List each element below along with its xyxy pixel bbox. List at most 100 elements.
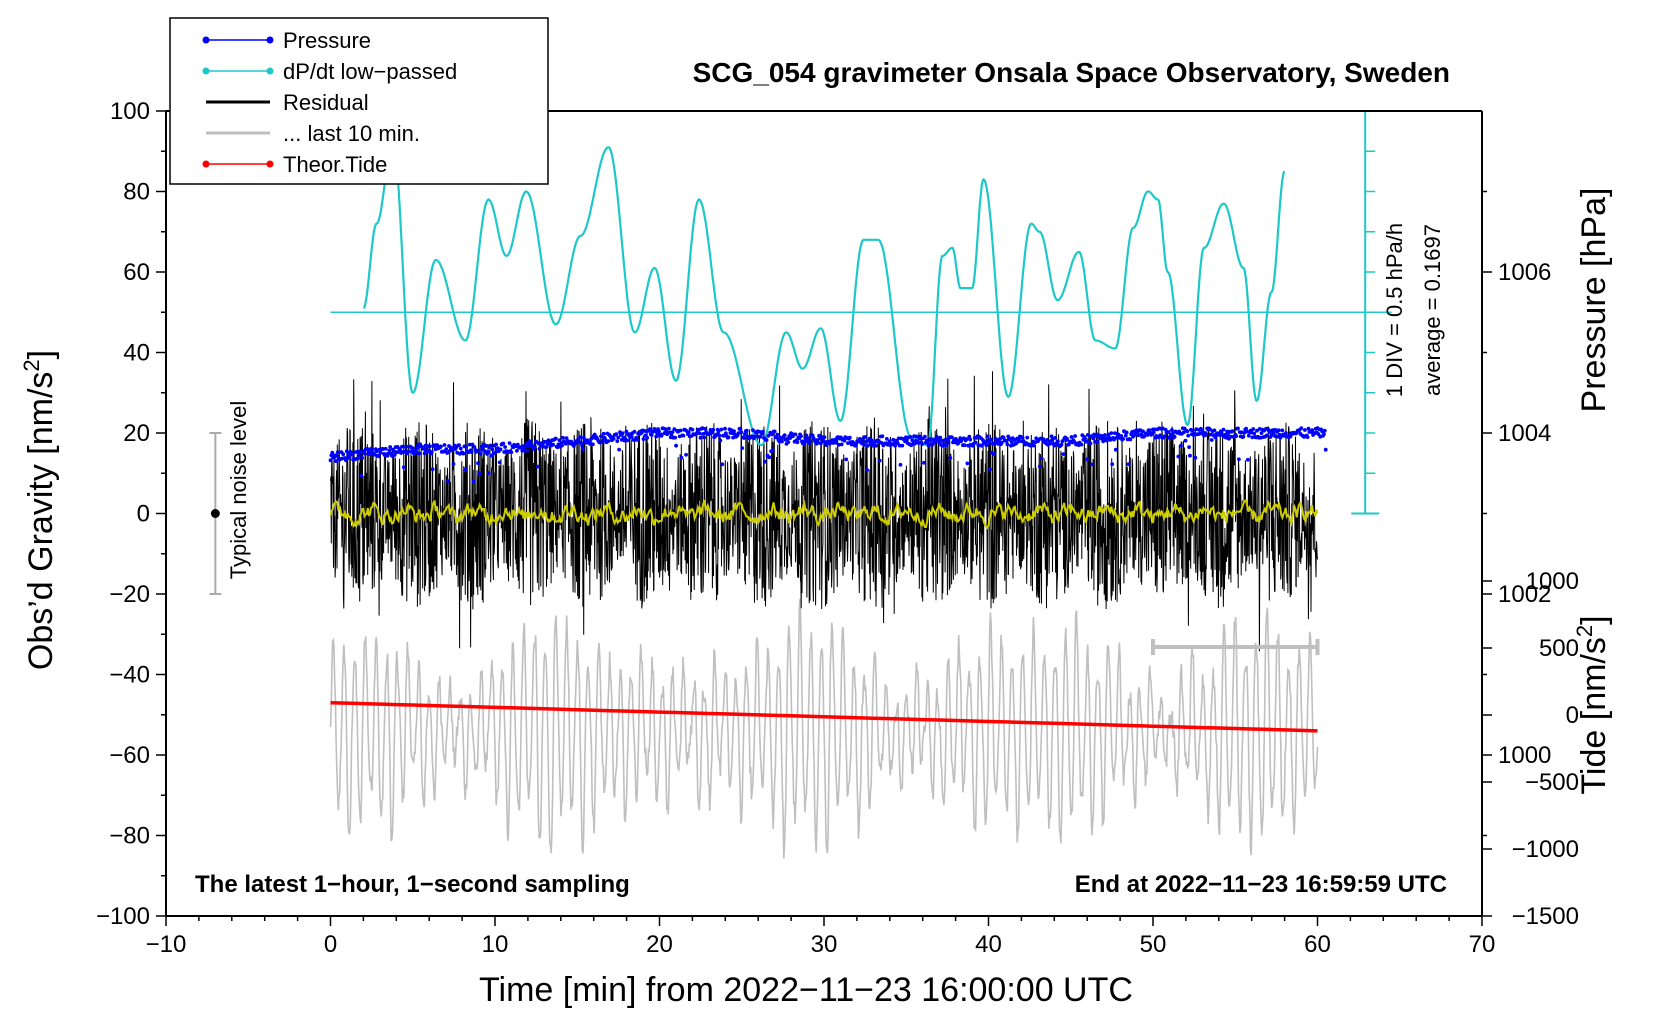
pressure-point [723, 426, 727, 431]
noise-center-dot [210, 509, 220, 518]
pressure-point [370, 446, 374, 451]
pressure-point [985, 434, 990, 439]
pressure-point [1186, 433, 1191, 438]
pressure-point [624, 429, 629, 434]
pressure-point [417, 451, 422, 456]
pressure-point [581, 447, 585, 452]
legend-label: ... last 10 min. [283, 121, 420, 146]
pressure-point [521, 444, 526, 449]
pressure-point [451, 462, 456, 466]
pressure-point [439, 444, 443, 449]
pressure-point [965, 461, 970, 466]
pressure-point [1059, 442, 1064, 447]
pressure-point [1039, 456, 1044, 461]
tide-tick-label: −1000 [1512, 836, 1579, 863]
pressure-point [1065, 436, 1069, 441]
pressure-point [578, 435, 583, 439]
pressure-point [533, 444, 537, 449]
pressure-point [632, 429, 637, 434]
pressure-point [923, 434, 927, 439]
pressure-point [999, 440, 1004, 445]
pressure-point [388, 445, 393, 449]
pressure-point [1303, 428, 1307, 432]
pressure-point [877, 458, 882, 463]
pressure-point [1170, 431, 1175, 436]
pressure-point [922, 460, 926, 465]
pressure-point [1112, 437, 1116, 442]
pressure-point [732, 429, 736, 433]
pressure-point [984, 443, 989, 448]
pressure-point [834, 440, 839, 445]
pressure-point [478, 452, 483, 456]
pressure-point [1306, 426, 1311, 431]
legend-swatch-marker [202, 36, 210, 44]
pressure-point [862, 442, 867, 447]
pressure-point [962, 443, 967, 448]
pressure-point [606, 439, 611, 443]
pressure-point [679, 455, 684, 460]
pressure-point [711, 427, 716, 432]
pressure-point [1230, 429, 1235, 433]
pressure-point [742, 436, 746, 440]
pressure-point [616, 435, 621, 440]
pressure-point [1199, 426, 1203, 431]
pressure-point [446, 479, 450, 484]
pressure-point [537, 446, 542, 451]
pressure-point [472, 445, 477, 449]
pressure-point [529, 442, 534, 446]
pressure-point [648, 427, 652, 432]
pressure-point [645, 435, 650, 440]
pressure-point [445, 451, 450, 455]
pressure-point [1073, 434, 1077, 438]
pressure-point [743, 432, 747, 436]
y-axis-title-tide-text: Tide [nm/s [1575, 637, 1613, 794]
pressure-point [720, 462, 725, 467]
pressure-point [948, 456, 953, 460]
pressure-point [544, 445, 549, 449]
pressure-point [667, 426, 671, 431]
residual-smoothed-trace [329, 499, 1319, 530]
pressure-point [560, 443, 564, 448]
pressure-point [557, 438, 562, 443]
pressure-point [649, 433, 654, 437]
pressure-point [1061, 452, 1066, 456]
pressure-point [925, 440, 930, 445]
pressure-point [601, 431, 606, 436]
theor-tide-line [330, 700, 1318, 733]
y-tick-label: 80 [123, 179, 150, 206]
pressure-series [328, 426, 1328, 484]
pressure-point [967, 434, 972, 439]
legend-swatch-marker [266, 67, 274, 75]
pressure-point [1123, 433, 1128, 438]
pressure-point [1252, 431, 1257, 436]
pressure-point [659, 433, 664, 438]
pressure-point [1009, 440, 1014, 444]
pressure-point [897, 443, 902, 448]
tide-tick-label: −1500 [1512, 903, 1579, 930]
pressure-point [1208, 427, 1212, 432]
pressure-point [1108, 438, 1113, 442]
pressure-point [1116, 432, 1121, 437]
pressure-point [469, 450, 474, 454]
y-tick-label: −20 [109, 581, 150, 608]
y-tick-label: −100 [96, 903, 150, 930]
pressure-point [726, 435, 731, 440]
pressure-point [335, 450, 340, 455]
pressure-point [430, 467, 435, 472]
pressure-point [863, 435, 868, 439]
pressure-point [471, 479, 476, 484]
pressure-point [477, 448, 481, 453]
pressure-point [1237, 457, 1241, 462]
y-axis-title-tide-end: ] [1575, 615, 1613, 624]
pressure-point [684, 452, 688, 457]
pressure-point [1162, 434, 1167, 438]
pressure-point [1226, 433, 1230, 437]
pressure-point [1221, 427, 1226, 432]
pressure-point [686, 430, 691, 435]
pressure-point [507, 441, 512, 445]
pressure-point [615, 439, 620, 443]
y-axis-title-gravity-text: Obs’d Gravity [nm/s [22, 372, 60, 671]
pressure-point [968, 437, 973, 442]
pressure-point [1322, 428, 1327, 433]
